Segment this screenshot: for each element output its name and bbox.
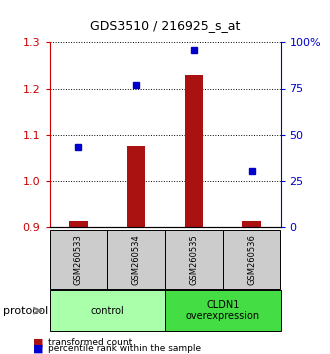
Text: protocol: protocol [3, 306, 49, 316]
Text: control: control [90, 306, 124, 316]
Text: CLDN1
overexpression: CLDN1 overexpression [186, 300, 260, 321]
Text: GSM260534: GSM260534 [132, 234, 141, 285]
Bar [242, 221, 261, 227]
Bar [223, 230, 280, 289]
Bar [127, 146, 145, 227]
Text: GSM260536: GSM260536 [247, 234, 256, 285]
Bar [165, 230, 223, 289]
Bar [50, 230, 107, 289]
Text: ■: ■ [33, 338, 44, 348]
Text: GSM260533: GSM260533 [74, 234, 83, 285]
Text: percentile rank within the sample: percentile rank within the sample [48, 344, 201, 353]
Bar [185, 75, 203, 227]
Bar [165, 290, 280, 331]
Bar [50, 290, 165, 331]
Bar [69, 221, 88, 227]
Bar [107, 230, 165, 289]
Text: ■: ■ [33, 344, 44, 354]
Text: transformed count: transformed count [48, 338, 132, 347]
Text: GDS3510 / 216925_s_at: GDS3510 / 216925_s_at [90, 19, 240, 33]
Text: GSM260535: GSM260535 [189, 234, 198, 285]
